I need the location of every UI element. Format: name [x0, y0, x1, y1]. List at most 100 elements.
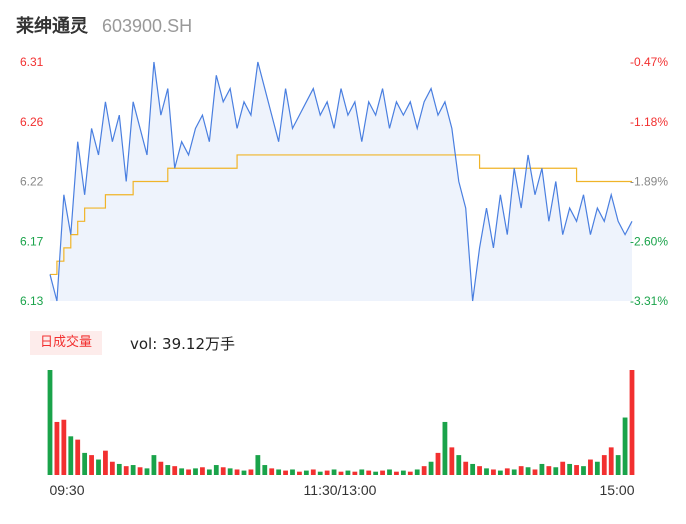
volume-bar	[456, 455, 462, 475]
volume-bar	[227, 468, 233, 475]
percent-tick-label: -2.60%	[630, 234, 668, 248]
percent-tick-label: -1.89%	[630, 175, 668, 189]
volume-bar	[213, 465, 219, 475]
average-price-line	[50, 154, 632, 276]
volume-bar	[158, 461, 164, 475]
price-area-fill	[50, 62, 632, 301]
time-tick-label: 09:30	[49, 482, 84, 498]
percent-tick-label: -1.18%	[630, 115, 668, 129]
stock-code: 603900.SH	[102, 16, 193, 36]
volume-bar	[172, 466, 178, 475]
volume-bar	[394, 471, 399, 475]
volume-bar	[75, 439, 81, 475]
volume-bar	[567, 463, 573, 475]
volume-bar	[116, 463, 122, 475]
volume-bar	[269, 468, 275, 475]
volume-bar	[546, 466, 552, 475]
volume-bar	[581, 466, 586, 475]
volume-bar	[47, 370, 53, 475]
volume-bar	[400, 470, 406, 475]
volume-bar	[200, 467, 205, 475]
volume-bar	[290, 469, 295, 475]
volume-bar	[560, 461, 566, 475]
volume-bar	[255, 455, 261, 475]
volume-bar	[345, 470, 351, 475]
volume-bar	[303, 470, 309, 475]
price-tick-label: 6.31	[20, 55, 44, 69]
volume-bar	[407, 471, 413, 475]
volume-bar	[463, 461, 469, 475]
volume-bar	[130, 465, 136, 475]
volume-bar	[179, 468, 185, 475]
percent-tick-label: -0.47%	[630, 55, 668, 69]
volume-bar	[491, 469, 496, 475]
price-tick-label: 6.26	[20, 115, 44, 129]
volume-bar	[373, 471, 379, 475]
volume-bar	[574, 465, 579, 475]
volume-bar	[338, 471, 344, 475]
volume-bar	[123, 466, 129, 475]
volume-bar	[615, 455, 621, 475]
price-tick-label: 6.22	[20, 175, 44, 189]
volume-bar	[165, 465, 171, 475]
price-line	[49, 61, 633, 302]
volume-bar	[539, 463, 545, 475]
volume-bar	[608, 447, 614, 475]
volume-bar	[359, 469, 365, 475]
volume-bar	[442, 421, 448, 475]
volume-bar	[241, 470, 247, 475]
volume-bar	[518, 466, 524, 475]
volume-bar	[366, 470, 372, 475]
volume-panel-label[interactable]: 日成交量	[30, 331, 103, 355]
time-tick-label: 11:30/13:00	[304, 482, 377, 498]
volume-bar	[511, 469, 517, 475]
volume-bar	[331, 469, 337, 475]
volume-bar	[477, 466, 482, 475]
volume-bar	[497, 470, 503, 475]
volume-bar	[193, 468, 198, 475]
volume-bar	[380, 470, 385, 475]
volume-bar	[601, 455, 607, 475]
time-tick-label: 15:00	[599, 482, 634, 498]
volume-bar	[317, 471, 323, 475]
volume-bar	[68, 436, 74, 475]
volume-bar	[629, 370, 635, 475]
volume-bar	[553, 467, 559, 475]
volume-bar	[54, 421, 60, 475]
volume-bar	[186, 469, 191, 475]
volume-bar	[421, 466, 427, 475]
volume-bar	[61, 419, 67, 475]
volume-bar	[588, 459, 593, 475]
volume-bar	[484, 468, 489, 475]
price-tick-label: 6.13	[20, 294, 44, 308]
volume-bar	[96, 459, 101, 475]
volume-bar	[89, 455, 94, 475]
volume-bar	[352, 471, 358, 475]
volume-bar	[324, 470, 330, 475]
volume-bar	[622, 417, 628, 475]
stock-name: 莱绅通灵	[16, 16, 88, 37]
volume-bar	[109, 461, 115, 475]
volume-bar	[435, 452, 441, 475]
volume-bar	[449, 447, 455, 475]
percent-tick-label: -3.31%	[630, 294, 668, 308]
volume-bar	[220, 467, 226, 475]
volume-bar	[594, 461, 600, 475]
volume-bar	[276, 469, 282, 475]
volume-bar	[206, 469, 212, 475]
volume-bar	[151, 455, 157, 475]
volume-bar	[144, 468, 150, 475]
volume-bar	[310, 469, 316, 475]
volume-readout: vol: 39.12万手	[130, 335, 235, 353]
price-tick-label: 6.17	[20, 234, 44, 248]
volume-bar	[470, 463, 476, 475]
volume-bar	[262, 465, 268, 475]
volume-bar	[103, 450, 108, 475]
volume-bar	[428, 461, 434, 475]
volume-bar	[234, 469, 240, 475]
volume-bar	[248, 469, 254, 475]
volume-bar	[504, 468, 510, 475]
volume-bar	[137, 467, 143, 475]
volume-bar	[525, 467, 531, 475]
